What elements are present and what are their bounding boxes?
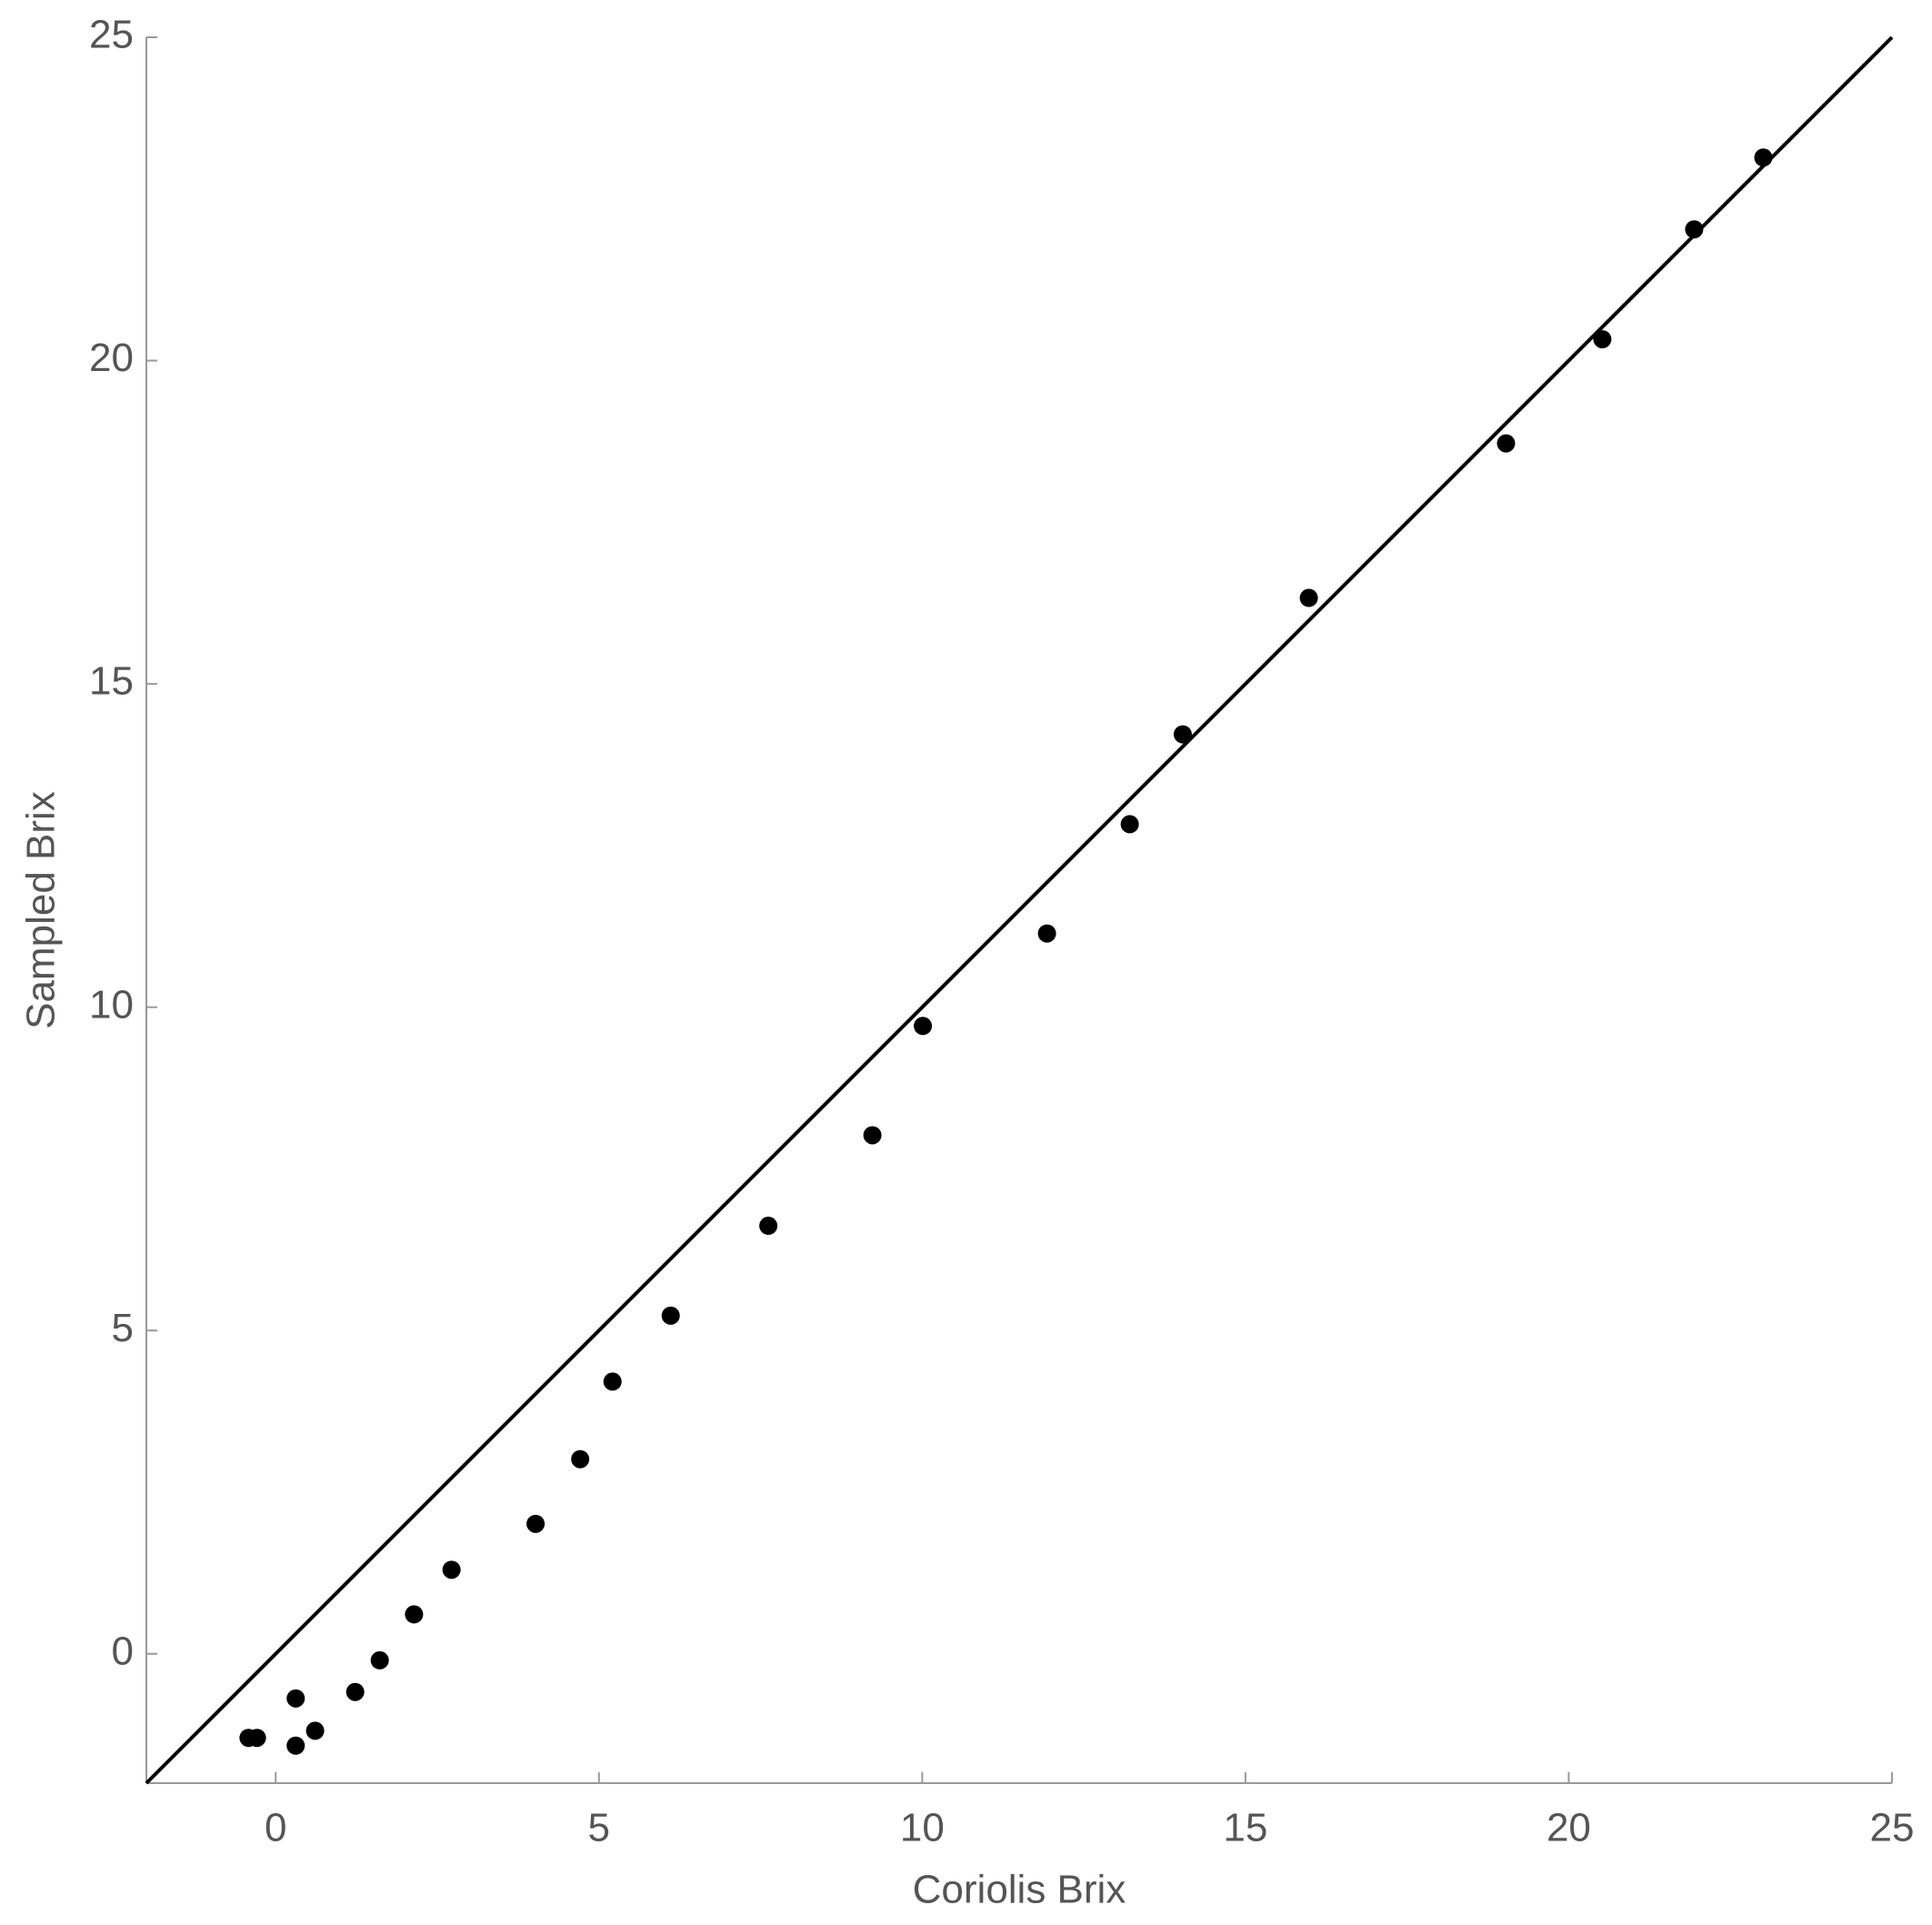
reference-line: [145, 35, 1894, 1785]
x-tick-label: 5: [588, 1806, 610, 1850]
point: [661, 1306, 680, 1325]
point: [526, 1514, 546, 1533]
point: [571, 1449, 590, 1469]
point: [305, 1721, 325, 1740]
y-tick-label: 5: [112, 1306, 134, 1350]
point: [603, 1372, 622, 1391]
x-tick-label: 0: [265, 1806, 286, 1850]
y-tick-label: 0: [112, 1629, 134, 1673]
point: [1685, 220, 1704, 239]
point: [442, 1560, 461, 1579]
point: [247, 1729, 266, 1748]
x-tick-label: 25: [1870, 1806, 1915, 1850]
point: [1299, 588, 1318, 607]
point: [1593, 330, 1612, 349]
point: [345, 1682, 365, 1701]
point: [863, 1126, 882, 1145]
point: [1037, 924, 1056, 943]
point: [1120, 815, 1139, 834]
point: [286, 1689, 305, 1708]
y-tick-label: 25: [89, 13, 134, 57]
point: [405, 1605, 424, 1624]
point: [1497, 434, 1516, 453]
y-axis-label: Sampled Brix: [19, 791, 64, 1029]
point: [1173, 725, 1192, 744]
point: [370, 1650, 389, 1669]
x-axis-label: Coriolis Brix: [913, 1868, 1126, 1912]
x-tick-label: 20: [1547, 1806, 1591, 1850]
point: [1754, 148, 1773, 167]
y-tick-label: 20: [89, 336, 134, 380]
x-tick-label: 10: [900, 1806, 945, 1850]
point: [286, 1736, 305, 1755]
x-tick-label: 15: [1223, 1806, 1267, 1850]
y-tick-label: 10: [89, 982, 134, 1027]
point: [914, 1017, 933, 1036]
y-tick-label: 15: [89, 659, 134, 704]
point: [759, 1217, 778, 1236]
